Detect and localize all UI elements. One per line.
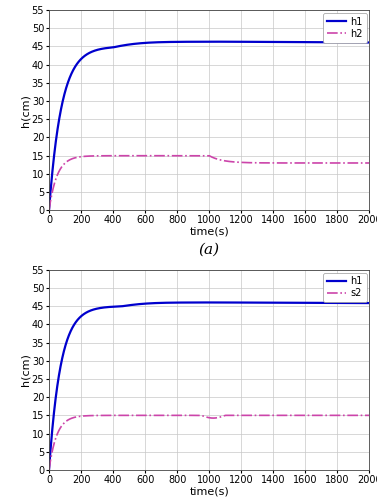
h2 [47,208,51,214]
h2 [365,160,369,166]
Y-axis label: h(cm): h(cm) [20,94,30,126]
s2 [365,412,369,418]
h1 [47,208,51,214]
Legend: h1, h2: h1, h2 [323,13,366,43]
h1 [123,42,127,48]
s2 [223,412,228,418]
h2 [207,152,211,158]
h1 [123,303,127,309]
h1 [367,300,372,306]
Y-axis label: h(cm): h(cm) [20,354,30,386]
h2 [121,152,126,158]
h1 [121,303,126,309]
s2 [47,467,51,473]
s2 [121,412,126,418]
s2 [190,412,195,418]
h2 [124,152,129,158]
Text: (a): (a) [199,242,220,256]
h2 [167,152,172,158]
h1 [121,42,126,48]
h1 [365,40,369,46]
h1 [365,300,369,306]
h1 [124,302,129,308]
h2 [367,160,372,166]
X-axis label: time(s): time(s) [189,226,229,236]
s2 [167,412,172,418]
s2 [367,412,372,418]
h2 [190,152,195,158]
Line: h1: h1 [49,42,369,210]
h1 [190,300,195,306]
h1 [190,39,195,45]
h2 [123,152,127,158]
h1 [167,300,172,306]
s2 [123,412,127,418]
h1 [124,42,129,48]
s2 [124,412,129,418]
Legend: h1, s2: h1, s2 [323,272,366,302]
Line: s2: s2 [49,416,369,470]
X-axis label: time(s): time(s) [189,486,229,496]
Line: h2: h2 [49,156,369,210]
h1 [223,38,227,44]
h1 [367,40,372,46]
Line: h1: h1 [49,302,369,470]
h1 [215,300,219,306]
h1 [47,467,51,473]
h1 [167,39,172,45]
